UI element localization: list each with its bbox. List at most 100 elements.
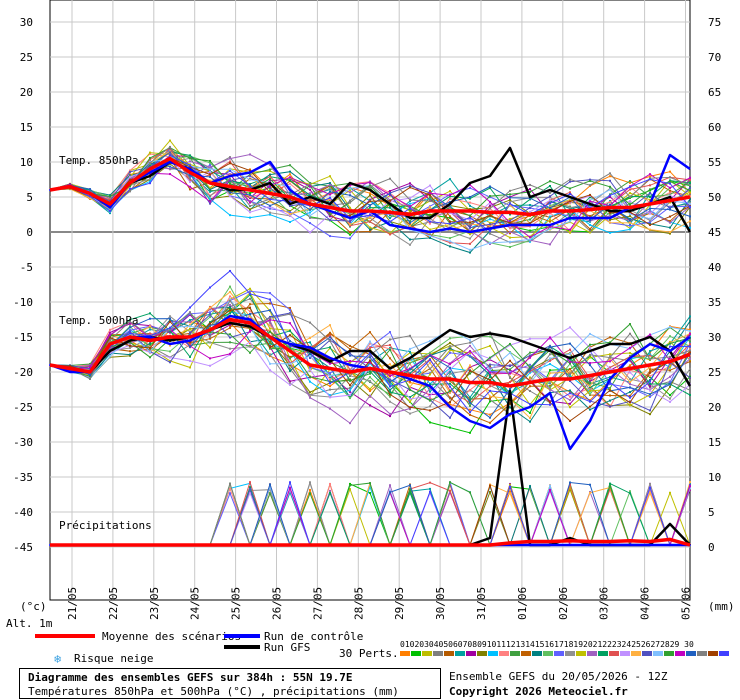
perturbation-point [629, 188, 631, 191]
perturbation-point [569, 395, 571, 398]
perturbation-point [309, 231, 311, 234]
perturbation-point [609, 221, 611, 224]
left-tick-label: -15 [13, 331, 33, 344]
perturbation-point [209, 311, 211, 314]
perturbation-point [549, 227, 551, 230]
perturbation-point [669, 491, 671, 494]
perturbation-point [429, 196, 431, 199]
perturbation-point [449, 201, 451, 204]
perturbation-point [249, 310, 251, 313]
perturbation-point [669, 170, 671, 173]
perturbation-point [489, 229, 491, 232]
perturbation-point [329, 394, 331, 397]
perturbation-point [429, 409, 431, 412]
perturbation-point [449, 379, 451, 382]
perturbation-point [689, 189, 691, 192]
perturbation-point [589, 353, 591, 356]
perturbation-point [529, 203, 531, 206]
perturbation-point [369, 352, 371, 355]
perturbation-point [569, 488, 571, 491]
perturbation-point [169, 344, 171, 347]
perturbation-point [309, 356, 311, 359]
perturbation-point [149, 165, 151, 168]
perturbation-point [369, 185, 371, 188]
perturbation-point [449, 426, 451, 429]
perturbation-point [689, 190, 691, 193]
perturbation-point [349, 361, 351, 364]
perturbation-point [469, 242, 471, 245]
perturbation-point [249, 177, 251, 180]
perturbation-point [649, 221, 651, 224]
perturbation-point [409, 491, 411, 494]
perturbation-point [149, 328, 151, 331]
perturbation-point [629, 223, 631, 226]
perturbation-point [449, 222, 451, 225]
perturbation-point [249, 200, 251, 203]
perturbation-point [389, 343, 391, 346]
perturbation-point [409, 381, 411, 384]
perturbation-point [249, 486, 251, 489]
perturbation-point [129, 341, 131, 344]
perturbation-point [429, 487, 431, 490]
perturbation-point [329, 388, 331, 391]
perturbation-point [209, 199, 211, 202]
perturbation-point [209, 364, 211, 367]
perturbation-point [349, 233, 351, 236]
perturbation-point [129, 185, 131, 188]
perturbation-point [469, 491, 471, 494]
perturbation-point [689, 485, 691, 488]
perturbation-point [289, 383, 291, 386]
perturbation-point [589, 332, 591, 335]
perturbation-point [689, 483, 691, 486]
perturbation-point [249, 287, 251, 290]
perturbation-point [489, 371, 491, 374]
perturbation-point [489, 375, 491, 378]
perturbation-point [249, 481, 251, 484]
perturbation-point [269, 163, 271, 166]
perturbation-swatch [521, 651, 531, 656]
perturbation-point [269, 211, 271, 214]
perturbation-point [589, 229, 591, 232]
perturbation-point [89, 367, 91, 370]
perturbation-point [169, 350, 171, 353]
perturbation-point [189, 188, 191, 191]
perturbation-point [409, 207, 411, 210]
perturbation-point [689, 345, 691, 348]
perturbation-point [449, 237, 451, 240]
perturbation-point [249, 492, 251, 495]
date-tick-label: 29/05 [393, 587, 406, 620]
perturbation-point [649, 189, 651, 192]
perturbation-point [269, 355, 271, 358]
perturbation-point [329, 188, 331, 191]
perturbation-point [149, 334, 151, 337]
perturbation-point [569, 229, 571, 232]
perturbation-swatch [499, 651, 509, 656]
perturbation-point [249, 340, 251, 343]
perturbation-point [609, 201, 611, 204]
perturbation-point [249, 328, 251, 331]
perturbation-point [89, 365, 91, 368]
date-tick-label: 31/05 [475, 587, 488, 620]
perturbation-point [589, 178, 591, 181]
perturbation-point [369, 372, 371, 375]
perturbation-point [649, 195, 651, 198]
perturbation-point [669, 201, 671, 204]
perturbation-point [289, 491, 291, 494]
perturbation-point [489, 400, 491, 403]
perturbation-point [549, 488, 551, 491]
perturbation-point [489, 232, 491, 235]
perturbation-point [429, 351, 431, 354]
perturbation-point [349, 344, 351, 347]
perturbation-point [329, 374, 331, 377]
perturbation-point [229, 312, 231, 315]
snowflake-icon: ❄ [54, 652, 62, 666]
perturbation-point [129, 170, 131, 173]
perturbation-point [509, 193, 511, 196]
perturbation-point [289, 173, 291, 176]
perturbation-point [569, 402, 571, 405]
perturbation-point [209, 324, 211, 327]
perturbation-point [369, 486, 371, 489]
perturbation-point [689, 389, 691, 392]
perturbation-point [389, 338, 391, 341]
perturbation-point [109, 336, 111, 339]
